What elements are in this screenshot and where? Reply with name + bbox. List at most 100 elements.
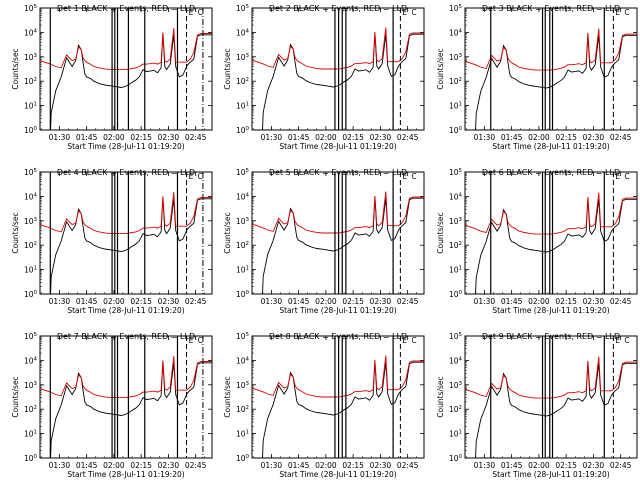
series-line-events xyxy=(262,196,424,294)
x-tick-label: 01:30 xyxy=(261,461,283,470)
x-tick-label: 02:00 xyxy=(315,461,337,470)
series-line-lld xyxy=(40,192,212,235)
series-line-lld xyxy=(252,27,424,70)
series-line-lld xyxy=(465,356,637,399)
plot-frame xyxy=(39,335,213,459)
x-axis-label: Start Time (28-Jul-11 01:19:20) xyxy=(492,142,609,151)
detector-panel: Det 6 BLACK = Events, RED = LLD 100 101 102… xyxy=(436,168,638,315)
marker-label: E xyxy=(615,8,620,17)
y-tick-label: 101 xyxy=(236,430,249,439)
x-tick-label: 02:00 xyxy=(315,297,337,306)
y-tick-label: 101 xyxy=(24,430,37,439)
y-tick-label: 103 xyxy=(24,381,38,390)
x-axis-label: Start Time (28-Jul-11 01:19:20) xyxy=(279,306,396,315)
y-tick-label: 104 xyxy=(449,28,463,37)
x-tick-label: 02:45 xyxy=(185,461,207,470)
panel-title: Det 5 BLACK = Events, RED = LLD xyxy=(269,168,407,177)
y-tick-label: 105 xyxy=(236,332,250,341)
y-tick-label: 105 xyxy=(24,332,38,341)
x-tick-label: 02:45 xyxy=(610,297,632,306)
x-axis-label: Start Time (28-Jul-11 01:19:20) xyxy=(67,142,184,151)
x-tick-label: 02:45 xyxy=(185,133,207,142)
y-axis-label: Counts/sec xyxy=(223,376,232,417)
x-tick-label: 02:00 xyxy=(315,133,337,142)
y-tick-label: 103 xyxy=(236,217,250,226)
x-tick-label: 01:45 xyxy=(288,133,310,142)
y-axis-label: Counts/sec xyxy=(436,212,445,253)
plot-frame xyxy=(251,335,425,459)
y-tick-label: 101 xyxy=(236,266,249,275)
x-axis-label: Start Time (28-Jul-11 01:19:20) xyxy=(279,142,396,151)
panel-title: Det 8 BLACK = Events, RED = LLD xyxy=(269,332,407,341)
series-line-events xyxy=(475,34,637,130)
x-tick-label: 01:45 xyxy=(76,461,98,470)
y-tick-label: 100 xyxy=(24,454,38,463)
x-tick-label: 02:15 xyxy=(342,461,364,470)
series-line-lld xyxy=(252,355,424,398)
y-axis-label: Counts/sec xyxy=(11,212,20,253)
series-line-lld xyxy=(40,28,212,71)
y-tick-label: 102 xyxy=(24,77,37,86)
series-line-events xyxy=(475,362,637,458)
y-tick-label: 105 xyxy=(24,4,38,13)
y-tick-label: 100 xyxy=(236,290,250,299)
y-tick-label: 101 xyxy=(24,102,37,111)
y-axis-label: Counts/sec xyxy=(223,212,232,253)
detector-panel: Det 3 BLACK = Events, RED = LLD 100 101 102… xyxy=(436,4,638,151)
plot-data xyxy=(465,8,637,130)
x-tick-label: 01:45 xyxy=(501,297,523,306)
x-tick-label: 01:30 xyxy=(261,133,283,142)
plot-data xyxy=(252,8,424,130)
x-axis-label: Start Time (28-Jul-11 01:19:20) xyxy=(279,470,396,479)
y-tick-label: 100 xyxy=(24,126,38,135)
y-tick-label: 104 xyxy=(236,28,250,37)
x-tick-label: 02:30 xyxy=(158,461,180,470)
marker-label: C xyxy=(411,172,416,181)
panel-title: Det 4 BLACK = Events, RED = LLD xyxy=(57,168,195,177)
y-tick-label: 100 xyxy=(449,454,463,463)
y-tick-label: 104 xyxy=(24,356,38,365)
plot-data xyxy=(40,172,212,294)
marker-label: C xyxy=(624,172,629,181)
y-tick-label: 103 xyxy=(449,53,463,62)
plot-frame xyxy=(464,7,638,131)
y-tick-label: 105 xyxy=(449,168,463,177)
x-tick-label: 02:15 xyxy=(130,297,152,306)
y-tick-label: 103 xyxy=(449,381,463,390)
panel-title: Det 6 BLACK = Events, RED = LLD xyxy=(482,168,620,177)
y-tick-label: 102 xyxy=(236,77,249,86)
series-line-lld xyxy=(465,192,637,235)
y-tick-label: 100 xyxy=(236,126,250,135)
marker-label: C xyxy=(624,336,629,345)
x-tick-label: 02:15 xyxy=(130,133,152,142)
plot-frame xyxy=(464,171,638,295)
x-tick-label: 01:30 xyxy=(474,461,496,470)
y-tick-label: 104 xyxy=(24,192,38,201)
y-tick-label: 104 xyxy=(236,192,250,201)
x-tick-label: 01:45 xyxy=(76,133,98,142)
marker-label: E xyxy=(189,336,194,345)
y-tick-label: 105 xyxy=(236,168,250,177)
marker-label: E xyxy=(402,336,407,345)
x-tick-label: 02:45 xyxy=(397,133,419,142)
x-tick-label: 02:15 xyxy=(555,297,577,306)
x-tick-label: 01:30 xyxy=(261,297,283,306)
y-tick-label: 103 xyxy=(24,217,38,226)
x-tick-label: 02:00 xyxy=(528,297,550,306)
series-line-lld xyxy=(252,191,424,234)
marker-label: E xyxy=(615,336,620,345)
y-tick-label: 104 xyxy=(449,356,463,365)
plot-data xyxy=(252,172,424,294)
marker-label: C xyxy=(411,336,416,345)
x-tick-label: 02:15 xyxy=(342,297,364,306)
x-axis-label: Start Time (28-Jul-11 01:19:20) xyxy=(67,306,184,315)
panel-title: Det 7 BLACK = Events, RED = LLD xyxy=(57,332,195,341)
y-tick-label: 104 xyxy=(449,192,463,201)
marker-label: E xyxy=(189,8,194,17)
x-tick-label: 02:00 xyxy=(528,461,550,470)
detector-panel: Det 7 BLACK = Events, RED = LLD 100 101 102… xyxy=(11,332,213,479)
y-tick-label: 103 xyxy=(24,53,38,62)
x-tick-label: 02:30 xyxy=(158,297,180,306)
marker-label: E xyxy=(189,172,194,181)
